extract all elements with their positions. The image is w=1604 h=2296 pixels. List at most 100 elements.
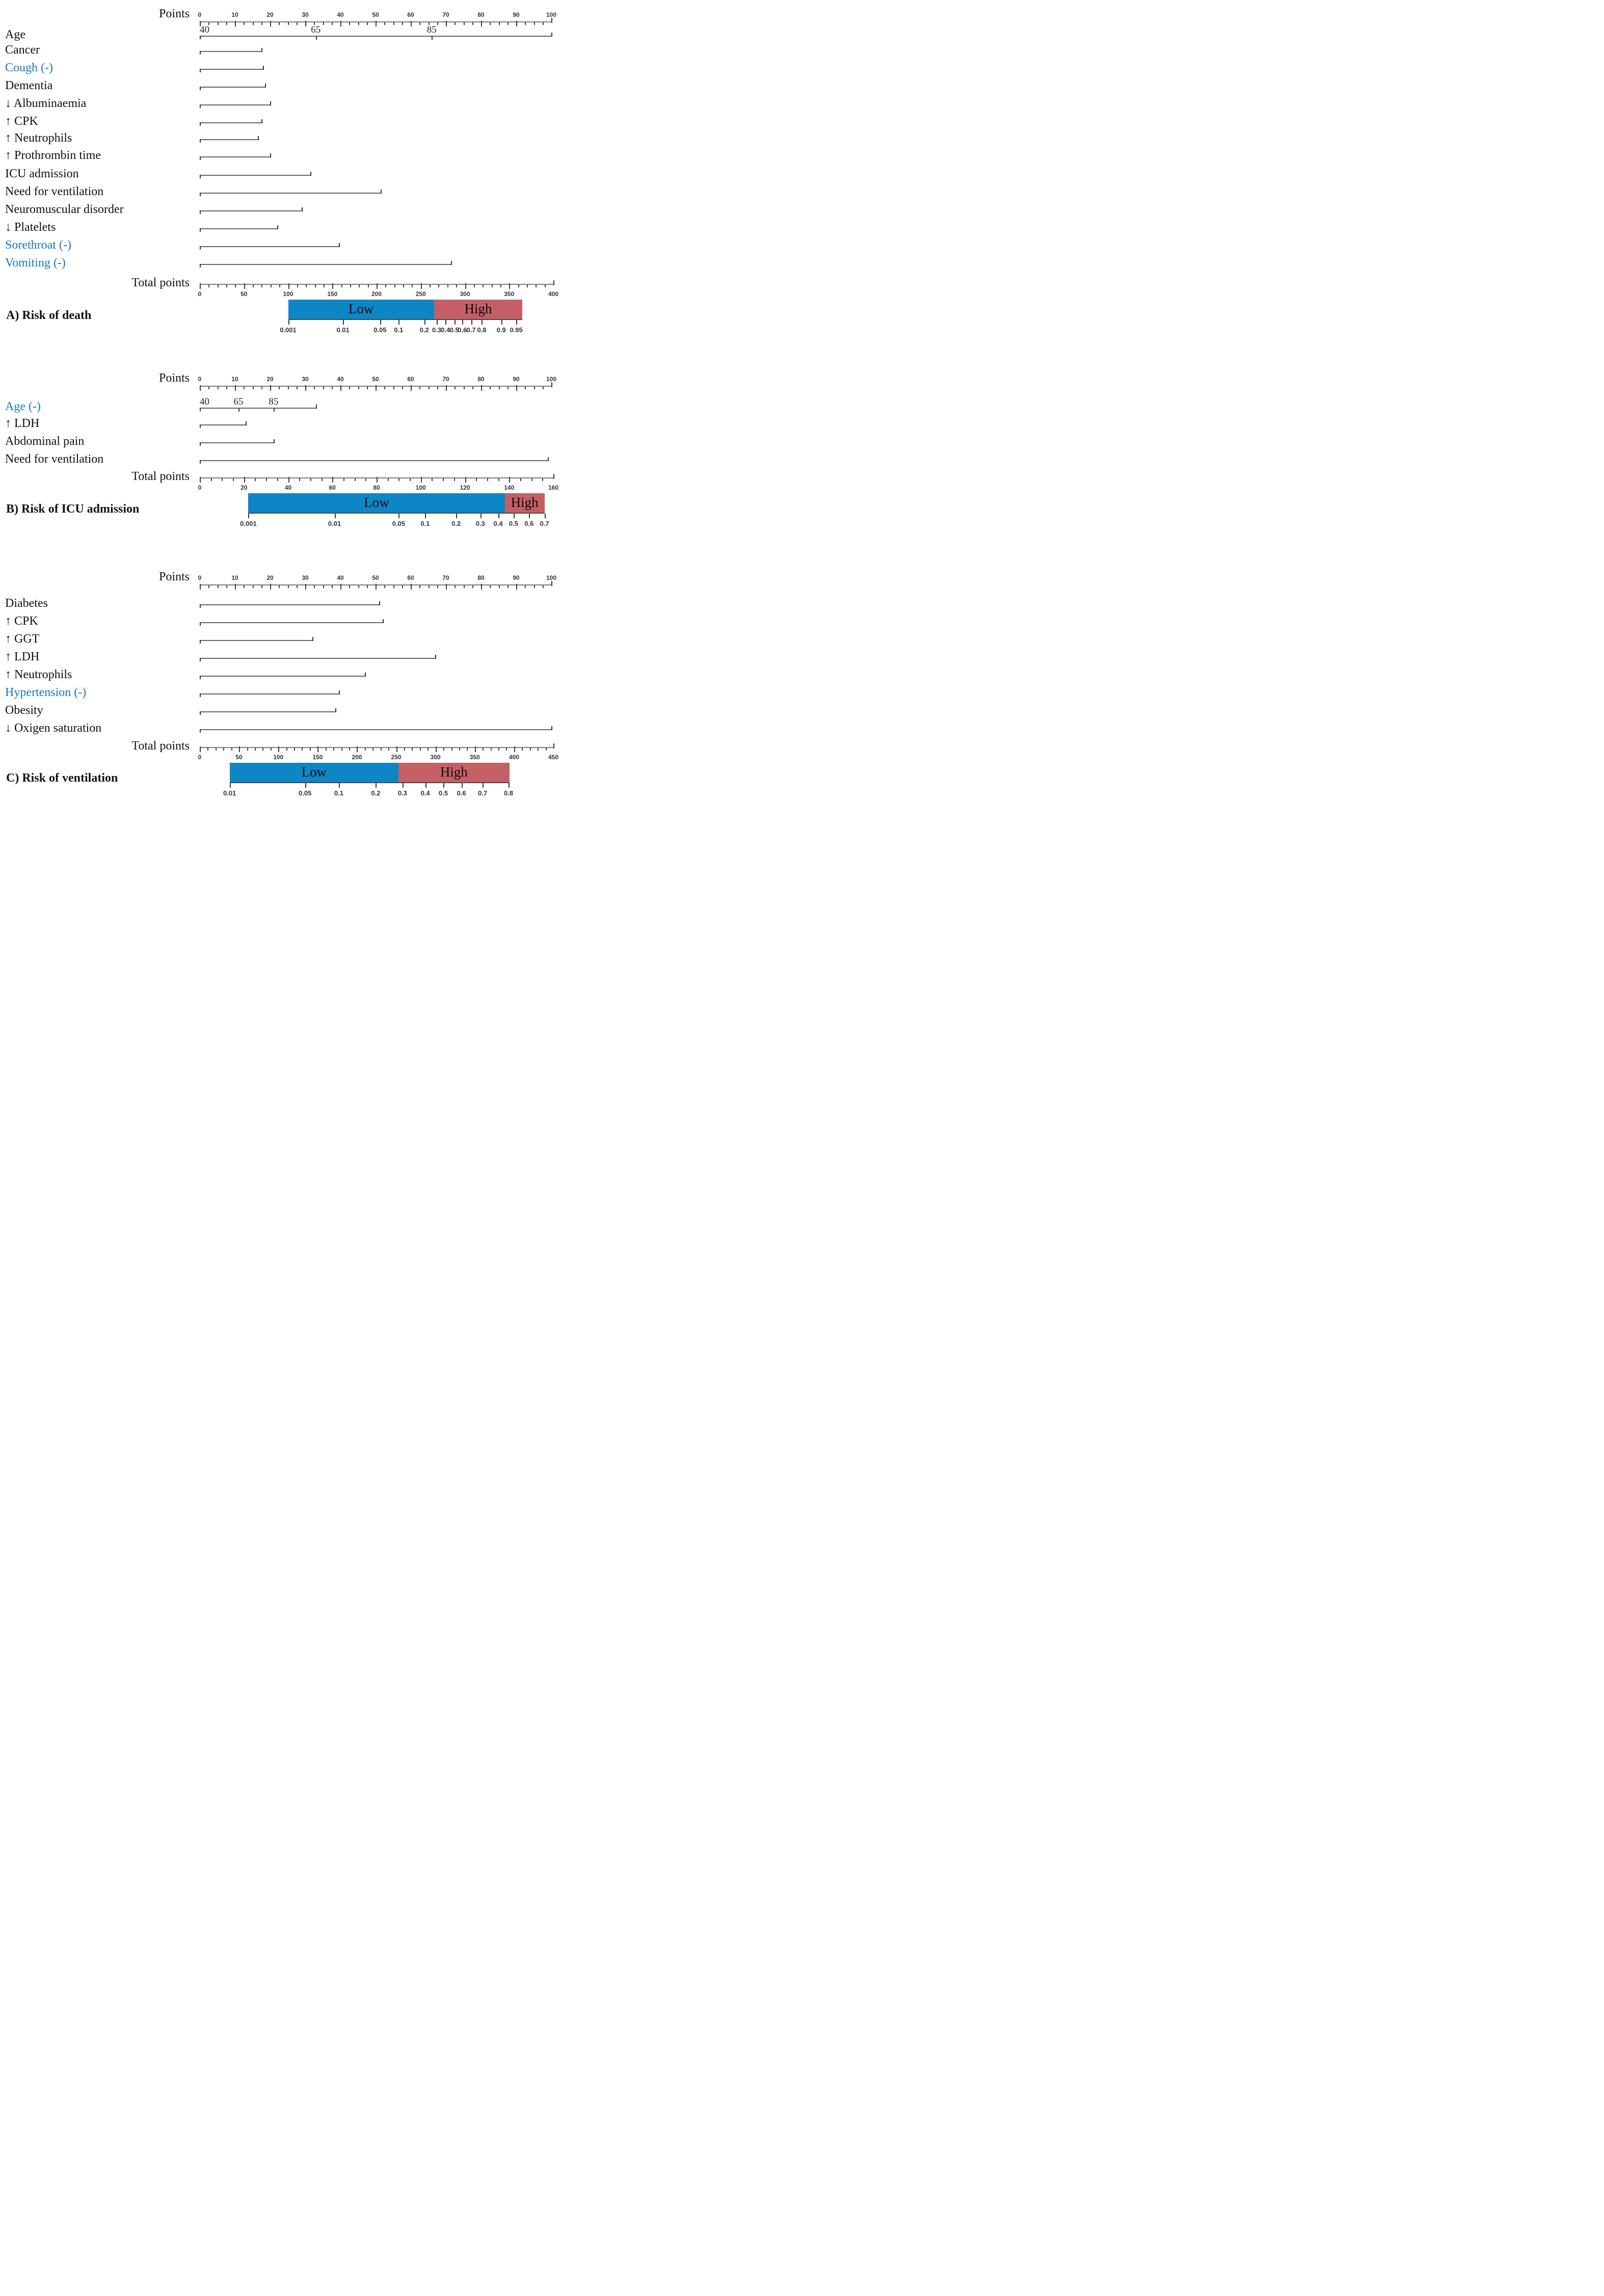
total-minor-tick [266,478,268,481]
total-minor-tick [217,285,219,287]
points-minor-tick [384,585,386,588]
points-minor-tick [349,585,351,588]
row-line [200,408,316,409]
row-line [200,36,551,37]
probability-tick [398,320,400,325]
points-minor-tick [244,585,245,588]
row-sublabel: 65 [311,24,321,35]
probability-tick [425,783,426,788]
points-minor-tick [533,22,535,25]
total-minor-tick [261,285,263,287]
row-end-tick [264,84,266,88]
points-minor-tick [331,585,333,588]
probability-tick-label: 0.2 [371,789,381,797]
total-minor-tick [323,285,325,287]
points-minor-tick [252,585,254,588]
probability-tick [445,320,447,325]
risk-bar-high-segment: High [434,300,523,319]
row-line [200,264,451,265]
row-start-tick [200,122,201,126]
points-minor-tick [358,387,359,389]
row-line [200,193,381,194]
row-sublabel: 65 [233,396,244,407]
total-tick-label: 100 [273,754,284,761]
probability-tick [338,783,340,788]
probability-tick [480,514,482,518]
row-line [200,604,379,605]
points-major-tick [481,385,482,391]
probability-tick [516,320,518,325]
points-tick-label: 90 [513,574,520,581]
points-minor-tick [314,585,315,588]
row-line [200,51,261,52]
row-label: ↑ CPK [5,615,38,628]
row-start-tick [200,676,201,679]
points-minor-tick [419,387,421,389]
points-minor-tick [437,387,438,389]
total-major-tick [278,746,280,752]
points-major-tick [200,385,201,391]
total-major-tick [435,746,437,752]
row-start-tick [200,193,201,196]
points-minor-tick [366,585,368,588]
points-minor-tick [402,387,403,389]
row-line [200,640,312,641]
points-minor-tick [525,585,526,588]
points-minor-tick [490,22,491,25]
row-end-tick [451,261,452,265]
risk-bar-low-label: Low [301,764,327,780]
risk-bar-high-label: High [511,495,539,510]
points-major-tick [270,385,271,391]
points-major-tick [340,385,341,391]
points-major-tick [376,385,377,391]
total-minor-tick [343,478,344,481]
points-minor-tick [296,585,298,588]
total-minor-tick [404,748,405,751]
row-line [200,442,274,443]
points-major-tick [340,21,341,26]
probability-tick-label: 0.7 [478,789,488,797]
points-tick-label: 0 [198,376,202,383]
row-line [200,246,339,247]
points-major-tick [551,581,552,586]
points-minor-tick [437,22,438,25]
total-minor-tick [476,478,477,481]
row-end-tick [273,439,275,443]
row-start-tick [200,442,201,446]
points-tick-label: 40 [337,11,344,18]
points-tick-label: 40 [337,376,344,383]
probability-tick-label: 0.5 [439,789,448,797]
risk-bar-high-label: High [464,301,492,316]
probability-tick-label: 0.7 [540,520,549,527]
row-start-tick [200,264,201,268]
total-points-title: Total points [131,276,190,289]
probability-tick-label: 0.1 [394,326,404,334]
total-tick-label: 160 [548,484,559,491]
row-label: Neuromuscular disorder [5,203,124,216]
probability-tick [288,320,289,325]
row-end-tick [381,190,382,194]
total-minor-tick [359,285,360,287]
points-minor-tick [472,387,473,389]
probability-tick-label: 0.6 [458,326,467,334]
points-minor-tick [498,585,500,588]
total-major-tick [317,746,319,752]
points-tick-label: 10 [231,574,238,581]
points-tick-label: 20 [266,11,274,18]
total-major-tick [553,743,554,749]
row-label: Need for ventilation [5,185,104,198]
points-tick-label: 10 [231,11,238,18]
points-axis-title: Points [158,7,190,20]
probability-tick-label: 0.2 [419,326,429,334]
points-major-tick [235,21,236,26]
points-minor-tick [393,22,394,25]
risk-bar-low-segment: Low [248,493,505,513]
row-line [200,460,548,461]
probability-tick [462,320,464,325]
total-tick-label: 0 [198,484,202,491]
risk-bar-low-segment: Low [288,300,434,319]
points-major-tick [481,584,482,590]
total-minor-tick [518,285,519,287]
total-tick-label: 450 [548,754,559,761]
points-tick-label: 70 [442,574,449,581]
